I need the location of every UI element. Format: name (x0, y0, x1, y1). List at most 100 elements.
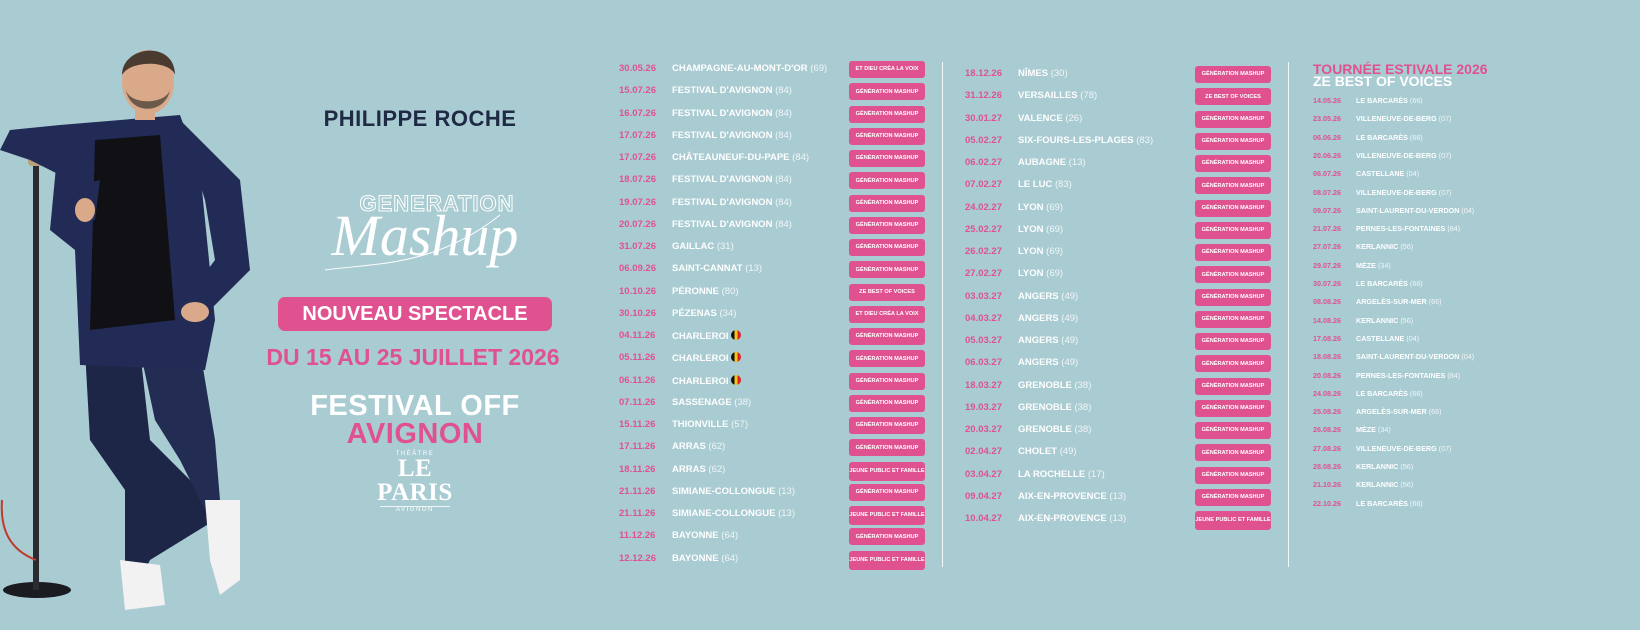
tour-venue: CHOLET (49) (1018, 446, 1077, 457)
tour-venue: FESTIVAL D'AVIGNON (84) (672, 85, 792, 96)
artist-name: PHILIPPE ROCHE (323, 106, 517, 131)
tour-date-row: 12.12.26 BAYONNE (64) JEUNE PUBLIC ET FAMI… (619, 550, 929, 570)
tour-department: (84) (775, 129, 792, 141)
theatre-logo-name: LE PARIS (377, 455, 453, 506)
show-tag: GÉNÉRATION MASHUP (849, 150, 925, 167)
show-tag: JEUNE PUBLIC ET FAMILLE (849, 506, 925, 525)
show-logo-script-text: Mashup (331, 203, 519, 268)
tour-date-row: 17.07.26 CHÂTEAUNEUF-DU-PAPE (84) GÉNÉRATI… (619, 150, 929, 168)
tour-venue: SIX-FOURS-LES-PLAGES (83) (1018, 135, 1153, 146)
tour-city: GRENOBLE (1018, 424, 1072, 435)
tour-date-row: 30.05.26 CHAMPAGNE-AU-MONT-D'OR (69) ET DI… (619, 61, 929, 79)
belgium-flag-icon (731, 352, 742, 363)
tour-venue: FESTIVAL D'AVIGNON (84) (672, 174, 792, 185)
summer-date: 08.08.26 (1313, 297, 1341, 307)
belgium-flag-icon (731, 374, 742, 385)
tour-department: (13) (1109, 490, 1127, 502)
tour-department: (80) (721, 285, 739, 297)
tour-date-row: 10.04.27 AIX-EN-PROVENCE (13) JEUNE PUBLIC… (965, 511, 1275, 530)
summer-city: VILLENEUVE-DE-BERG (1356, 114, 1437, 124)
summer-date-row: 21.10.26 KERLANNIC (56) (1313, 479, 1613, 495)
tour-venue: ANGERS (49) (1018, 357, 1078, 368)
tour-department: (83) (1054, 179, 1072, 191)
tour-date-row: 10.10.26 PÉRONNE (80) ZE BEST OF VOICES (619, 283, 929, 302)
show-tag: GÉNÉRATION MASHUP (849, 372, 925, 390)
summer-date-row: 18.08.26 SAINT-LAURENT-DU-VERDON (04) (1313, 351, 1613, 367)
show-tag: GÉNÉRATION MASHUP (849, 105, 925, 123)
tour-date: 24.02.27 (965, 201, 1002, 213)
tour-date-row: 30.10.26 PÉZENAS (34) ET DIEU CRÉA LA VOIX (619, 305, 929, 324)
summer-venue: ARGELÈS-SUR-MER (66) (1356, 297, 1441, 306)
tour-date-row: 07.11.26 SASSENAGE (38) GÉNÉRATION MASHUP (619, 394, 929, 413)
summer-department: (07) (1438, 150, 1452, 160)
tour-date: 30.05.26 (619, 63, 656, 74)
show-tag: ET DIEU CRÉA LA VOIX (849, 61, 925, 78)
summer-venue: SAINT-LAURENT-DU-VERDON (04) (1356, 206, 1474, 215)
tour-date: 02.04.27 (965, 446, 1002, 458)
tour-date: 16.07.26 (619, 107, 656, 119)
summer-venue: LE BARCARÈS (66) (1356, 96, 1423, 105)
tour-department: (84) (775, 196, 792, 208)
summer-date-row: 23.05.26 VILLENEUVE-DE-BERG (07) (1313, 113, 1613, 129)
show-tag: GÉNÉRATION MASHUP (1195, 155, 1271, 172)
summer-tour-title: TOURNÉE ESTIVALE 2026 (1313, 61, 1488, 77)
tour-date-row: 09.04.27 AIX-EN-PROVENCE (13) GÉNÉRATION M… (965, 488, 1275, 507)
tour-department: (31) (716, 241, 734, 252)
festival-dates: DU 15 AU 25 JUILLET 2026 (266, 344, 560, 370)
tour-department: (69) (1046, 246, 1064, 257)
tour-date-row: 19.03.27 GRENOBLE (38) GÉNÉRATION MASHUP (965, 399, 1275, 418)
tour-department: (84) (775, 85, 792, 97)
tour-city: LYON (1018, 201, 1044, 213)
summer-date: 21.10.26 (1313, 480, 1341, 490)
summer-city: LE BARCARÈS (1356, 96, 1408, 105)
tour-city: FESTIVAL D'AVIGNON (672, 174, 773, 186)
tour-venue: NÎMES (30) (1018, 68, 1068, 79)
tour-department: (13) (778, 508, 795, 519)
tour-date: 31.07.26 (619, 241, 656, 252)
tour-date-row: 05.02.27 SIX-FOURS-LES-PLAGES (83) GÉNÉRAT… (965, 132, 1275, 151)
tour-date-row: 20.07.26 FESTIVAL D'AVIGNON (84) GÉNÉRATIO… (619, 216, 929, 235)
show-tag: JEUNE PUBLIC ET FAMILLE (849, 550, 925, 570)
tour-department: (17) (1087, 468, 1105, 480)
show-tag: GÉNÉRATION MASHUP (1195, 444, 1271, 462)
summer-date-row: 21.07.26 PERNES-LES-FONTAINES (84) (1313, 223, 1613, 239)
summer-date-row: 27.08.26 VILLENEUVE-DE-BERG (07) (1313, 443, 1613, 459)
summer-department: (66) (1409, 498, 1423, 508)
tour-date: 18.11.26 (619, 463, 656, 475)
summer-department: (56) (1400, 462, 1414, 471)
summer-city: MÈZE (1356, 425, 1376, 435)
tour-department: (13) (745, 263, 763, 275)
summer-date: 08.07.26 (1313, 187, 1341, 197)
theatre-logo: THÉÂTRE LE PARIS AVIGNON (360, 451, 470, 513)
tour-city: SAINT-CANNAT (672, 263, 743, 275)
tour-city: GAILLAC (672, 241, 715, 252)
summer-city: KERLANNIC (1356, 315, 1399, 325)
summer-date: 29.07.26 (1313, 260, 1341, 270)
tour-date: 15.07.26 (619, 85, 656, 97)
tour-date: 21.11.26 (619, 508, 656, 519)
tour-department: (57) (731, 419, 749, 430)
summer-department: (34) (1377, 425, 1391, 435)
tour-department: (34) (719, 307, 737, 319)
tour-date-row: 05.03.27 ANGERS (49) GÉNÉRATION MASHUP (965, 333, 1275, 351)
tour-city: FESTIVAL D'AVIGNON (672, 85, 773, 97)
theatre-logo-bottom: AVIGNON (396, 507, 434, 513)
tour-venue: CHÂTEAUNEUF-DU-PAPE (84) (672, 152, 809, 163)
tour-date-row: 18.11.26 ARRAS (62) JEUNE PUBLIC ET FAMILL… (619, 461, 929, 481)
tour-city: LYON (1018, 268, 1044, 280)
tour-date-row: 04.11.26 CHARLEROI GÉNÉRATION MASHUP (619, 328, 929, 346)
tour-venue: ANGERS (49) (1018, 335, 1078, 346)
summer-city: PERNES-LES-FONTAINES (1356, 370, 1446, 380)
summer-department: (04) (1461, 205, 1475, 215)
tour-venue: LYON (69) (1018, 246, 1063, 257)
tour-date: 17.11.26 (619, 441, 656, 453)
summer-date-row: 22.10.26 LE BARCARÈS (66) (1313, 498, 1613, 514)
tour-department: (38) (734, 396, 752, 408)
summer-department: (84) (1447, 370, 1461, 380)
tour-date: 12.12.26 (619, 552, 656, 564)
summer-city: CASTELLANE (1356, 333, 1405, 343)
tour-date-row: 18.12.26 NÎMES (30) GÉNÉRATION MASHUP (965, 66, 1275, 84)
tour-date-row: 17.11.26 ARRAS (62) GÉNÉRATION MASHUP (619, 439, 929, 457)
tour-date: 05.03.27 (965, 335, 1002, 346)
summer-city: LE BARCARÈS (1356, 498, 1408, 508)
